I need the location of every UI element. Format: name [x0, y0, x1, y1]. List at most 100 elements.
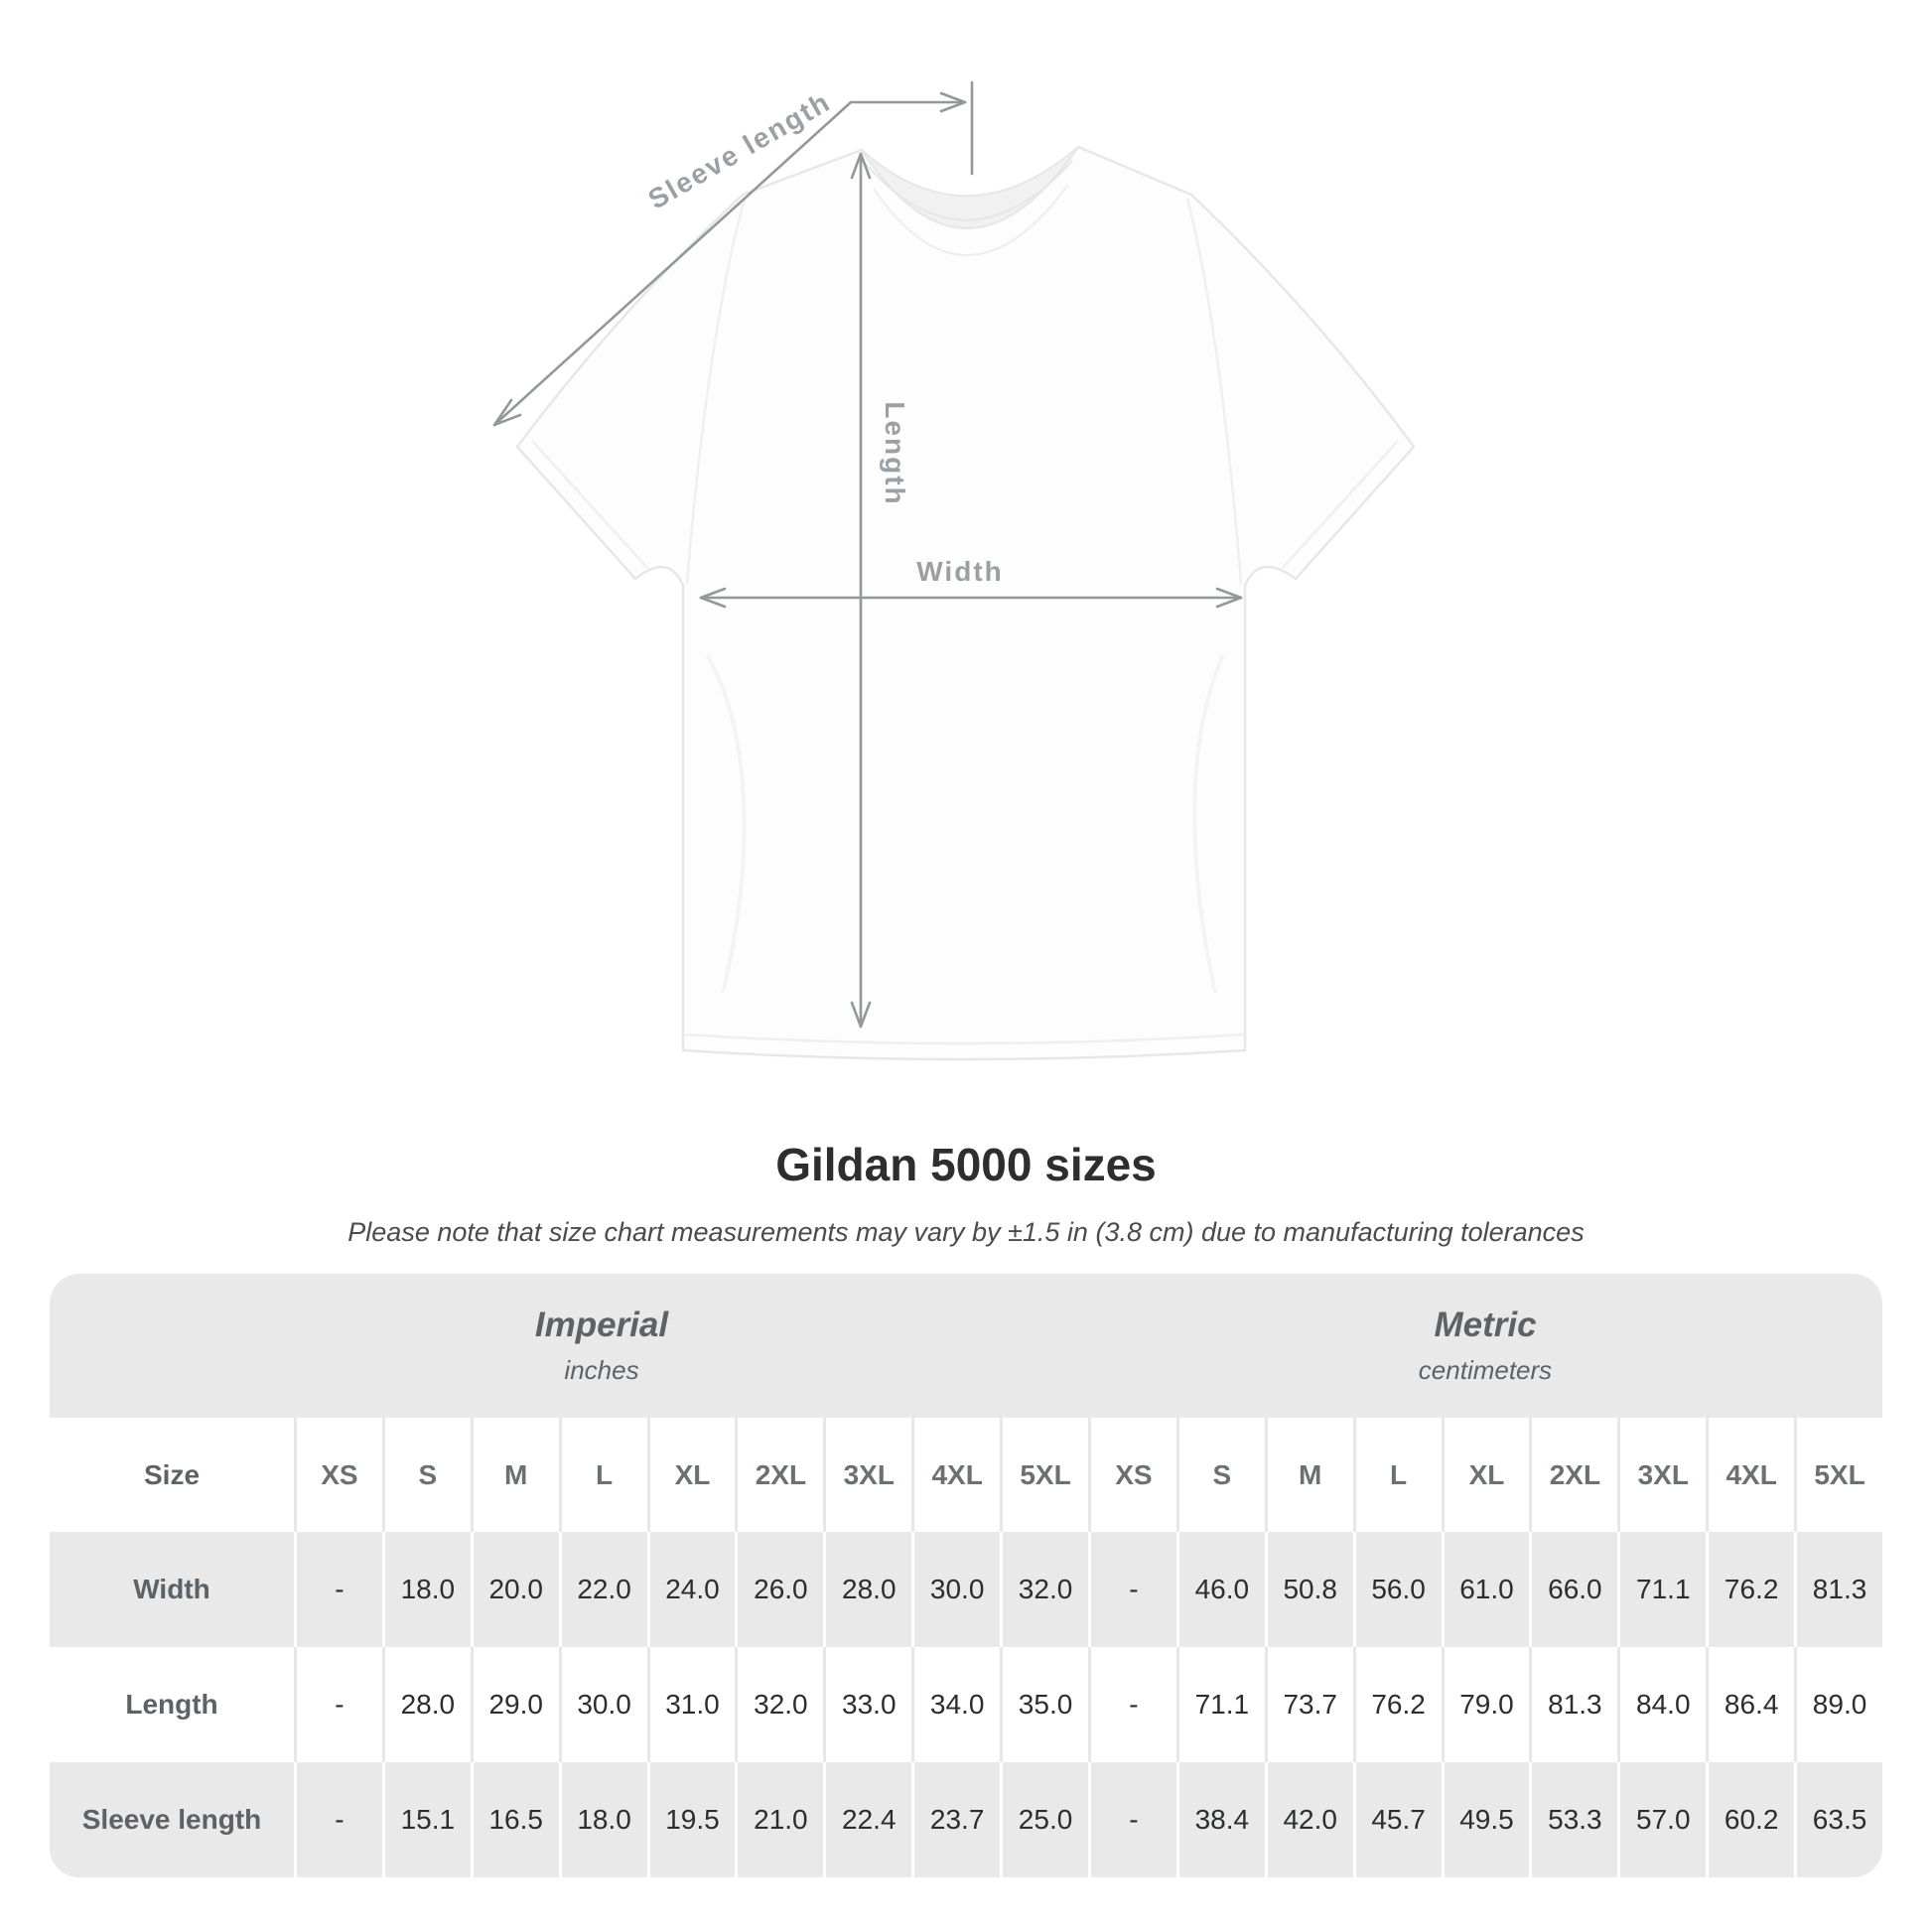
col-header-metric-3xl: 3XL — [1617, 1418, 1706, 1532]
cell-sleeve-metric-xs: - — [1087, 1762, 1176, 1877]
col-header-imperial-2xl: 2XL — [735, 1418, 823, 1532]
cell-length-metric-3xl: 84.0 — [1617, 1647, 1706, 1762]
cell-sleeve-metric-2xl: 53.3 — [1529, 1762, 1617, 1877]
hem-seam — [684, 1033, 1244, 1045]
right-sleeve-seam — [1185, 198, 1243, 585]
cell-sleeve-imperial-m: 16.5 — [470, 1762, 559, 1877]
cell-length-metric-5xl: 89.0 — [1794, 1647, 1882, 1762]
cell-length-imperial-m: 29.0 — [470, 1647, 559, 1762]
unit-group-imperial: Imperial inches — [50, 1274, 1088, 1418]
cell-width-imperial-l: 22.0 — [558, 1532, 647, 1647]
cell-sleeve-imperial-3xl: 22.4 — [823, 1762, 911, 1877]
col-header-imperial-5xl: 5XL — [1000, 1418, 1088, 1532]
cell-width-metric-xs: - — [1087, 1532, 1176, 1647]
cell-sleeve-metric-m: 42.0 — [1264, 1762, 1353, 1877]
tshirt-measurement-diagram: Sleeve length Length Width — [492, 80, 1416, 1061]
collar-front-seam — [873, 184, 1069, 256]
width-label: Width — [916, 556, 1004, 587]
col-header-imperial-s: S — [381, 1418, 471, 1532]
cell-width-imperial-4xl: 30.0 — [911, 1532, 1000, 1647]
fold-line-left — [705, 653, 747, 994]
tshirt-svg — [492, 80, 1416, 1061]
size-corner-header: Size — [143, 1458, 201, 1490]
cell-sleeve-imperial-5xl: 25.0 — [1000, 1762, 1088, 1877]
col-header-metric-4xl: 4XL — [1706, 1418, 1794, 1532]
col-header-imperial-xs: XS — [294, 1418, 382, 1532]
cell-length-metric-xl: 79.0 — [1441, 1647, 1530, 1762]
left-sleeve-seam — [685, 198, 747, 585]
col-header-metric-5xl: 5XL — [1794, 1418, 1882, 1532]
cell-sleeve-imperial-xl: 19.5 — [646, 1762, 736, 1877]
table-row-length: Length - 28.0 29.0 30.0 31.0 32.0 33.0 3… — [50, 1647, 1882, 1762]
cell-length-imperial-l: 30.0 — [558, 1647, 647, 1762]
cell-sleeve-imperial-2xl: 21.0 — [735, 1762, 823, 1877]
sleeve-length-arrow — [492, 80, 974, 427]
cell-length-imperial-s: 28.0 — [381, 1647, 471, 1762]
cell-width-metric-2xl: 66.0 — [1529, 1532, 1617, 1647]
cell-width-imperial-5xl: 32.0 — [1000, 1532, 1088, 1647]
cell-width-metric-s: 46.0 — [1175, 1532, 1265, 1647]
cell-sleeve-metric-5xl: 63.5 — [1794, 1762, 1882, 1877]
col-header-imperial-xl: XL — [646, 1418, 736, 1532]
cell-sleeve-metric-s: 38.4 — [1175, 1762, 1265, 1877]
cell-width-metric-5xl: 81.3 — [1794, 1532, 1882, 1647]
cell-length-metric-l: 76.2 — [1352, 1647, 1442, 1762]
col-header-metric-2xl: 2XL — [1529, 1418, 1617, 1532]
col-header-imperial-l: L — [558, 1418, 647, 1532]
cell-length-imperial-xs: - — [294, 1647, 382, 1762]
table-header-row: Size XS S M L XL 2XL 3XL 4XL 5XL XS S M … — [50, 1418, 1882, 1532]
cell-sleeve-imperial-4xl: 23.7 — [911, 1762, 1000, 1877]
imperial-unit-label: inches — [564, 1355, 639, 1385]
cell-width-metric-m: 50.8 — [1264, 1532, 1353, 1647]
cell-width-imperial-xl: 24.0 — [646, 1532, 736, 1647]
cell-sleeve-metric-3xl: 57.0 — [1617, 1762, 1706, 1877]
unit-group-metric: Metric centimeters — [1088, 1274, 1882, 1418]
metric-label: Metric — [1434, 1306, 1537, 1344]
cell-sleeve-imperial-s: 15.1 — [381, 1762, 471, 1877]
cell-sleeve-metric-l: 45.7 — [1352, 1762, 1442, 1877]
cell-width-imperial-m: 20.0 — [470, 1532, 559, 1647]
metric-unit-label: centimeters — [1418, 1355, 1553, 1385]
cell-length-imperial-2xl: 32.0 — [735, 1647, 823, 1762]
imperial-label: Imperial — [534, 1306, 669, 1344]
cell-width-metric-4xl: 76.2 — [1706, 1532, 1794, 1647]
col-header-imperial-3xl: 3XL — [823, 1418, 911, 1532]
cell-sleeve-metric-xl: 49.5 — [1441, 1762, 1530, 1877]
cell-length-metric-s: 71.1 — [1175, 1647, 1265, 1762]
right-cuff-seam — [1282, 440, 1399, 569]
collar-band-seam — [865, 160, 1073, 221]
cell-length-metric-2xl: 81.3 — [1529, 1647, 1617, 1762]
cell-length-imperial-3xl: 33.0 — [823, 1647, 911, 1762]
col-header-imperial-4xl: 4XL — [911, 1418, 1000, 1532]
cell-length-imperial-xl: 31.0 — [646, 1647, 736, 1762]
col-header-metric-s: S — [1175, 1418, 1265, 1532]
title-block: Gildan 5000 sizes Please note that size … — [0, 1138, 1932, 1248]
size-table: Imperial inches Metric centimeters Size … — [50, 1274, 1882, 1877]
length-label: Length — [880, 401, 910, 506]
length-arrow — [850, 152, 872, 1029]
page-subtitle: Please note that size chart measurements… — [347, 1217, 1585, 1247]
col-header-metric-l: L — [1352, 1418, 1442, 1532]
col-header-metric-xs: XS — [1087, 1418, 1176, 1532]
cell-width-imperial-3xl: 28.0 — [823, 1532, 911, 1647]
fold-line-right — [1192, 654, 1225, 994]
cell-length-metric-xs: - — [1087, 1647, 1176, 1762]
cell-width-imperial-s: 18.0 — [381, 1532, 471, 1647]
cell-length-imperial-4xl: 34.0 — [911, 1647, 1000, 1762]
cell-width-metric-3xl: 71.1 — [1617, 1532, 1706, 1647]
unit-header-band: Imperial inches Metric centimeters — [50, 1274, 1882, 1418]
row-label-width: Width — [133, 1574, 210, 1604]
cell-sleeve-imperial-xs: - — [294, 1762, 382, 1877]
cell-sleeve-imperial-l: 18.0 — [558, 1762, 647, 1877]
table-row-sleeve-length: Sleeve length - 15.1 16.5 18.0 19.5 21.0… — [50, 1762, 1882, 1877]
row-label-length: Length — [125, 1689, 218, 1720]
col-header-metric-m: M — [1264, 1418, 1353, 1532]
row-label-sleeve-length: Sleeve length — [81, 1804, 262, 1835]
left-cuff-seam — [531, 440, 648, 569]
cell-length-metric-4xl: 86.4 — [1706, 1647, 1794, 1762]
cell-width-metric-xl: 61.0 — [1441, 1532, 1530, 1647]
cell-width-metric-l: 56.0 — [1352, 1532, 1442, 1647]
page-title: Gildan 5000 sizes — [775, 1139, 1157, 1190]
col-header-imperial-m: M — [470, 1418, 559, 1532]
cell-sleeve-metric-4xl: 60.2 — [1706, 1762, 1794, 1877]
